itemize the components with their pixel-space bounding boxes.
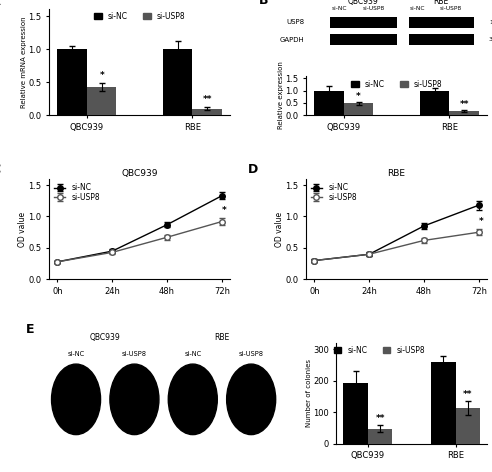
Text: **: ** <box>463 390 473 399</box>
Text: D: D <box>248 163 258 176</box>
Text: RBE: RBE <box>433 0 449 6</box>
Legend: si-NC, si-USP8: si-NC, si-USP8 <box>93 11 186 22</box>
Legend: si-NC, si-USP8: si-NC, si-USP8 <box>310 183 358 203</box>
FancyBboxPatch shape <box>330 34 397 45</box>
FancyBboxPatch shape <box>409 34 474 45</box>
Y-axis label: Number of colonies: Number of colonies <box>306 359 311 427</box>
Ellipse shape <box>110 364 159 435</box>
Y-axis label: OD value: OD value <box>275 211 284 247</box>
Ellipse shape <box>52 364 100 435</box>
Bar <box>420 91 449 115</box>
Text: *: * <box>356 92 361 101</box>
Text: E: E <box>26 323 34 336</box>
Bar <box>163 49 192 115</box>
Text: A: A <box>0 0 1 8</box>
Text: *: * <box>99 70 104 79</box>
Title: QBC939: QBC939 <box>122 169 158 178</box>
Text: si-USP8: si-USP8 <box>363 6 385 11</box>
Title: RBE: RBE <box>388 169 405 178</box>
Text: si-NC: si-NC <box>67 351 85 357</box>
Text: USP8: USP8 <box>286 19 305 25</box>
Bar <box>314 91 344 115</box>
Text: si-USP8: si-USP8 <box>239 351 264 357</box>
Text: **: ** <box>460 100 469 109</box>
FancyBboxPatch shape <box>409 17 474 28</box>
Text: si-NC: si-NC <box>410 6 425 11</box>
Bar <box>87 87 117 115</box>
Y-axis label: Relative mRNA expression: Relative mRNA expression <box>21 17 27 108</box>
Text: *: * <box>222 206 227 215</box>
Text: RBE: RBE <box>215 333 230 342</box>
Text: si-NC: si-NC <box>332 6 347 11</box>
Bar <box>343 383 368 444</box>
Text: 130kDa: 130kDa <box>489 20 492 25</box>
Bar <box>58 49 87 115</box>
Bar <box>344 103 373 115</box>
Bar <box>449 111 479 115</box>
Text: si-USP8: si-USP8 <box>122 351 147 357</box>
Y-axis label: Relative expression: Relative expression <box>278 61 284 129</box>
Legend: si-NC, si-USP8: si-NC, si-USP8 <box>53 183 101 203</box>
Ellipse shape <box>168 364 217 435</box>
Text: GAPDH: GAPDH <box>279 37 305 42</box>
Text: si-NC: si-NC <box>184 351 201 357</box>
Bar <box>192 109 222 115</box>
Text: *: * <box>479 217 484 226</box>
Text: QBC939: QBC939 <box>90 333 121 342</box>
Ellipse shape <box>227 364 276 435</box>
Bar <box>456 408 480 444</box>
Text: si-USP8: si-USP8 <box>440 6 462 11</box>
Bar <box>431 362 456 444</box>
Legend: si-NC, si-USP8: si-NC, si-USP8 <box>333 345 426 355</box>
Text: **: ** <box>375 414 385 423</box>
Legend: si-NC, si-USP8: si-NC, si-USP8 <box>350 79 443 89</box>
Text: B: B <box>259 0 269 7</box>
FancyBboxPatch shape <box>330 17 397 28</box>
Text: QBC939: QBC939 <box>348 0 378 6</box>
Text: **: ** <box>202 95 212 104</box>
Bar <box>368 429 393 444</box>
Text: 37kDa: 37kDa <box>489 37 492 42</box>
Y-axis label: OD value: OD value <box>18 211 27 247</box>
